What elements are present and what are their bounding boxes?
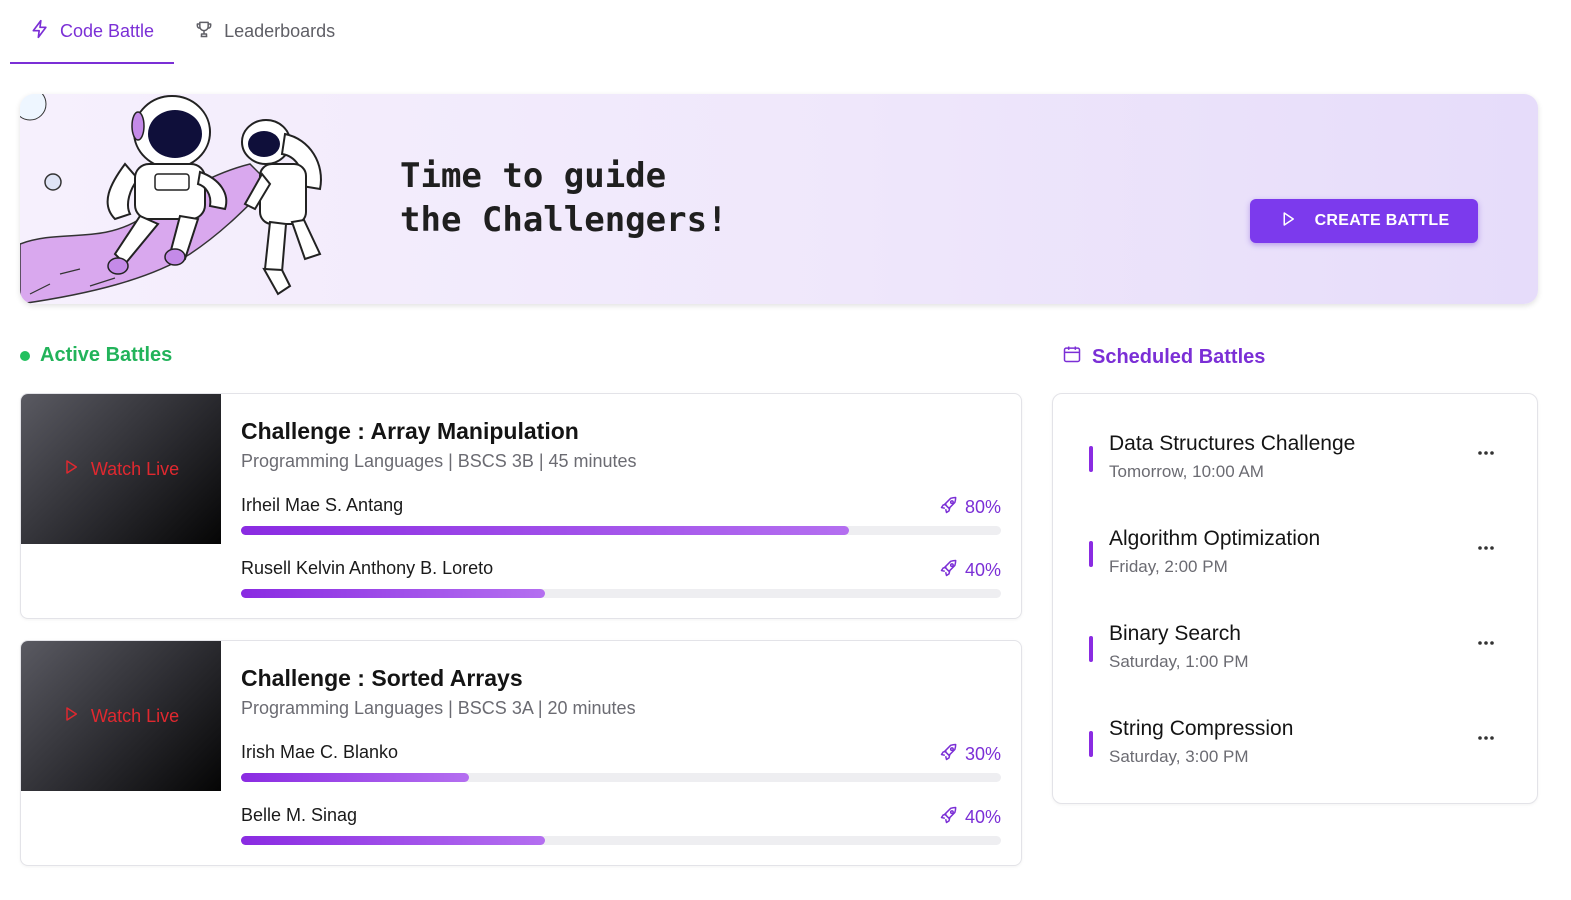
- accent-bar: [1089, 446, 1093, 472]
- scheduled-title: String Compression: [1109, 717, 1294, 740]
- progress-fill: [241, 773, 469, 782]
- player-name: Irheil Mae S. Antang: [241, 495, 404, 515]
- more-options-icon[interactable]: [1471, 440, 1501, 466]
- percent-label: 80%: [964, 497, 1001, 517]
- play-icon: [63, 706, 79, 727]
- player-progress: Irish Mae C. Blanko 30%: [241, 742, 1001, 782]
- tab-bar: Code Battle Leaderboards: [10, 0, 355, 64]
- player-percent: 30%: [939, 742, 1001, 767]
- accent-bar: [1089, 636, 1093, 662]
- tab-label: Leaderboards: [224, 20, 336, 41]
- scheduled-battles-panel: Data Structures Challenge Tomorrow, 10:0…: [1052, 393, 1538, 804]
- player-percent: 40%: [939, 805, 1001, 830]
- create-battle-button[interactable]: CREATE BATTLE: [1250, 199, 1478, 243]
- create-battle-label: CREATE BATTLE: [1314, 212, 1450, 229]
- hero-title-line: Time to guide: [400, 156, 667, 196]
- scheduled-title: Data Structures Challenge: [1109, 432, 1356, 455]
- play-icon: [63, 459, 79, 480]
- hero-title-line: the Challengers!: [400, 200, 728, 240]
- rocket-icon: [939, 558, 959, 583]
- player-name: Belle M. Sinag: [241, 805, 358, 825]
- battle-title: Challenge : Sorted Arrays: [241, 665, 523, 691]
- battle-card: Watch Live Challenge : Array Manipulatio…: [20, 393, 1022, 619]
- watch-live-label: Watch Live: [90, 458, 180, 479]
- scheduled-time: Saturday, 1:00 PM: [1109, 652, 1249, 671]
- player-percent: 40%: [939, 558, 1001, 583]
- battle-card: Watch Live Challenge : Sorted Arrays Pro…: [20, 640, 1022, 866]
- percent-label: 40%: [964, 807, 1001, 827]
- rocket-icon: [939, 742, 959, 767]
- hero-title: Time to guide the Challengers!: [400, 154, 728, 242]
- accent-bar: [1089, 731, 1093, 757]
- play-icon: [1279, 210, 1297, 233]
- player-name: Rusell Kelvin Anthony B. Loreto: [241, 558, 494, 578]
- calendar-icon: [1062, 344, 1082, 370]
- scheduled-title: Binary Search: [1109, 622, 1241, 645]
- watch-live-label: Watch Live: [90, 705, 180, 726]
- progress-track: [241, 589, 1001, 598]
- progress-track: [241, 526, 1001, 535]
- progress-fill: [241, 836, 545, 845]
- scheduled-item[interactable]: Data Structures Challenge Tomorrow, 10:0…: [1089, 432, 1501, 492]
- tab-code-battle[interactable]: Code Battle: [10, 0, 175, 64]
- scheduled-title: Algorithm Optimization: [1109, 527, 1321, 550]
- percent-label: 40%: [964, 560, 1001, 580]
- watch-live-button[interactable]: Watch Live: [21, 641, 221, 791]
- lightning-icon: [30, 19, 50, 44]
- scheduled-time: Friday, 2:00 PM: [1109, 557, 1228, 576]
- rocket-icon: [939, 805, 959, 830]
- trophy-icon: [194, 19, 214, 44]
- percent-label: 30%: [964, 744, 1001, 764]
- more-options-icon[interactable]: [1471, 535, 1501, 561]
- hero-banner: Time to guide the Challengers! CREATE BA…: [20, 94, 1538, 304]
- scheduled-item[interactable]: Algorithm Optimization Friday, 2:00 PM: [1089, 527, 1501, 587]
- section-title: Active Battles: [40, 344, 173, 366]
- battle-meta: Programming Languages | BSCS 3B | 45 min…: [241, 451, 637, 471]
- scheduled-item[interactable]: String Compression Saturday, 3:00 PM: [1089, 717, 1501, 777]
- scheduled-battles-heading: Scheduled Battles: [1062, 344, 1265, 370]
- progress-fill: [241, 526, 849, 535]
- watch-live-button[interactable]: Watch Live: [21, 394, 221, 544]
- player-progress: Rusell Kelvin Anthony B. Loreto 40%: [241, 558, 1001, 598]
- player-name: Irish Mae C. Blanko: [241, 742, 399, 762]
- live-dot-icon: [20, 350, 30, 361]
- battle-title: Challenge : Array Manipulation: [241, 418, 579, 444]
- active-battles-heading: Active Battles: [20, 344, 172, 367]
- scheduled-time: Tomorrow, 10:00 AM: [1109, 462, 1264, 481]
- rocket-icon: [939, 495, 959, 520]
- progress-track: [241, 836, 1001, 845]
- player-progress: Belle M. Sinag 40%: [241, 805, 1001, 845]
- more-options-icon[interactable]: [1471, 630, 1501, 656]
- player-progress: Irheil Mae S. Antang 80%: [241, 495, 1001, 535]
- astronaut-illustration: [20, 94, 322, 304]
- more-options-icon[interactable]: [1471, 725, 1501, 751]
- player-percent: 80%: [939, 495, 1001, 520]
- scheduled-time: Saturday, 3:00 PM: [1109, 747, 1249, 766]
- scheduled-item[interactable]: Binary Search Saturday, 1:00 PM: [1089, 622, 1501, 682]
- section-title: Scheduled Battles: [1092, 345, 1266, 368]
- tab-label: Code Battle: [60, 20, 155, 41]
- battle-meta: Programming Languages | BSCS 3A | 20 min…: [241, 698, 636, 718]
- progress-fill: [241, 589, 545, 598]
- accent-bar: [1089, 541, 1093, 567]
- progress-track: [241, 773, 1001, 782]
- tab-leaderboards[interactable]: Leaderboards: [174, 0, 355, 62]
